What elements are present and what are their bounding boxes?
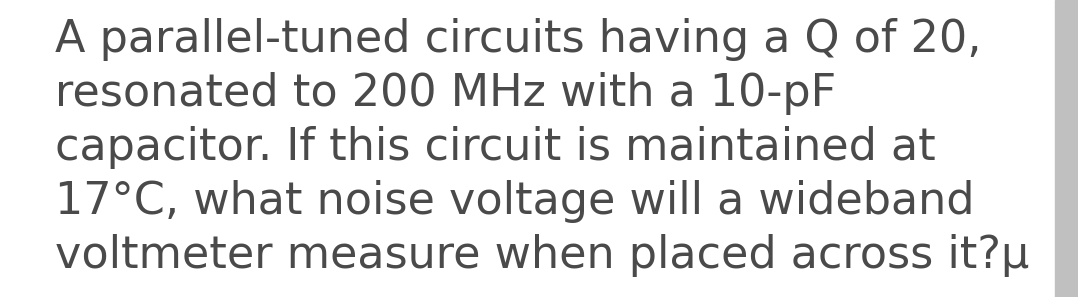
Text: capacitor. If this circuit is maintained at: capacitor. If this circuit is maintained… [55,126,936,169]
Text: resonated to 200 MHz with a 10-pF: resonated to 200 MHz with a 10-pF [55,72,837,115]
Text: voltmeter measure when placed across it?μ: voltmeter measure when placed across it?… [55,234,1029,277]
Text: 17°C, what noise voltage will a wideband: 17°C, what noise voltage will a wideband [55,180,975,223]
Text: A parallel-tuned circuits having a Q of 20,: A parallel-tuned circuits having a Q of … [55,18,981,61]
